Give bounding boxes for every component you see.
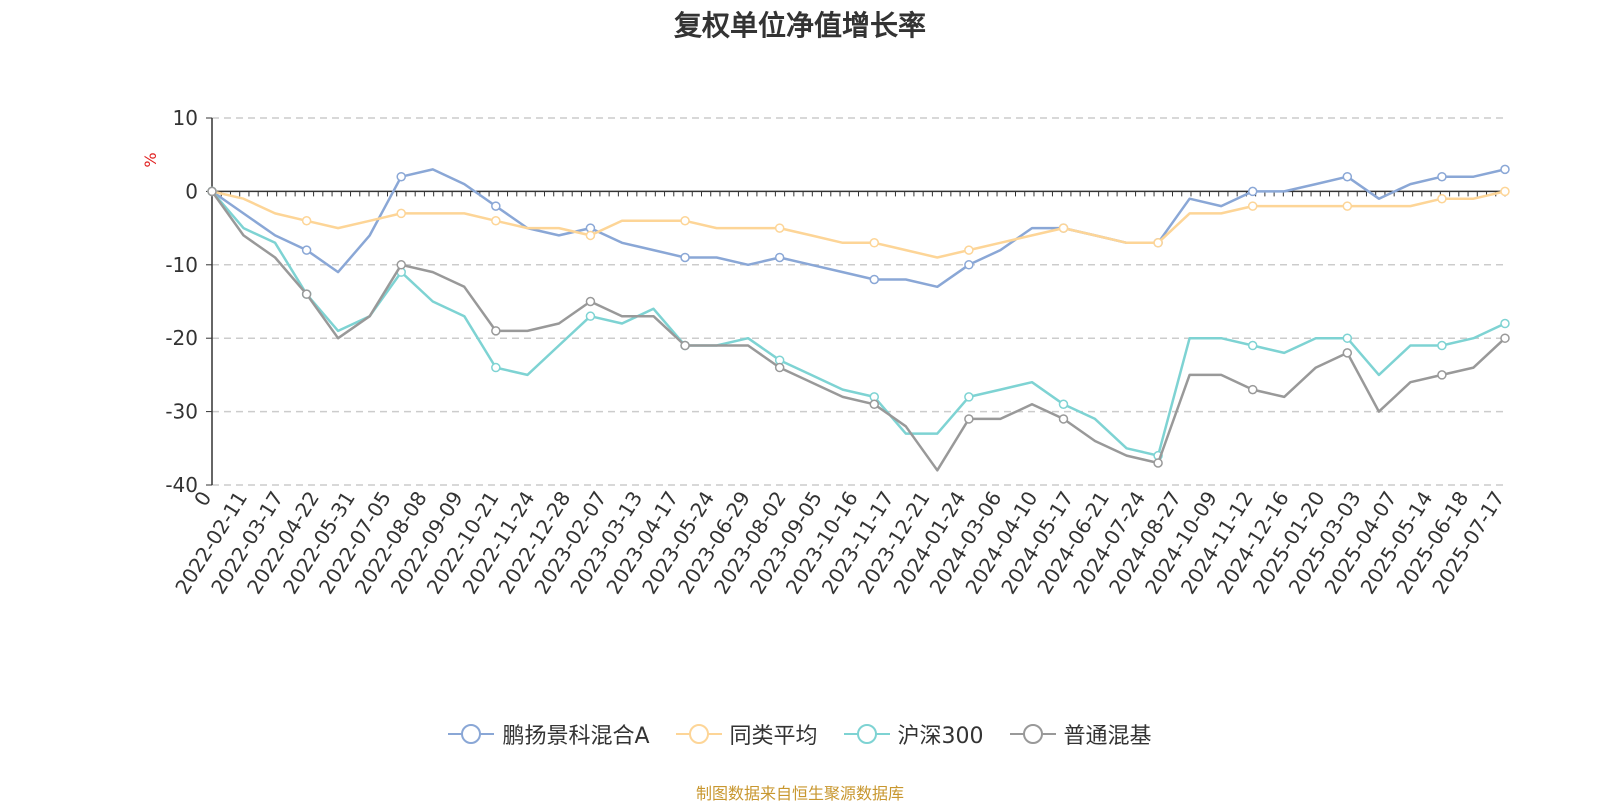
y-tick-label: -40	[165, 473, 198, 497]
legend-marker-icon	[675, 724, 722, 744]
data-point	[869, 238, 880, 248]
data-point	[491, 216, 501, 226]
data-point	[491, 326, 501, 336]
data-point	[301, 245, 312, 255]
chart-title: 复权单位净值增长率	[673, 9, 926, 42]
legend: 鹏扬景科混合A 同类平均 沪深300 普通混基	[0, 718, 1600, 750]
y-tick-label: 10	[173, 106, 198, 130]
data-point	[1247, 186, 1258, 197]
data-point	[1153, 238, 1163, 248]
data-point	[1437, 171, 1447, 182]
legend-marker-icon	[843, 724, 890, 744]
data-point	[396, 171, 406, 182]
legend-label: 鹏扬景科混合A	[502, 724, 650, 749]
legend-marker-icon	[1009, 724, 1056, 744]
data-point	[1437, 340, 1447, 351]
series-line	[211, 190, 1506, 259]
data-point	[1058, 399, 1069, 410]
legend-marker-icon	[448, 724, 495, 744]
legend-item-mixed-fund[interactable]: 普通混基	[1009, 718, 1152, 750]
data-point	[585, 311, 596, 321]
data-point	[964, 245, 974, 255]
series-lines	[207, 164, 1510, 472]
data-point	[774, 252, 785, 263]
data-point	[1342, 201, 1353, 211]
legend-label: 普通混基	[1063, 724, 1152, 749]
y-axis: 10 0 -10 -20 -30 -40	[165, 106, 213, 497]
data-point	[301, 289, 312, 299]
series-line	[211, 190, 1506, 457]
data-point	[1342, 348, 1353, 358]
data-point	[964, 392, 974, 402]
data-point	[964, 414, 974, 424]
data-point	[585, 230, 596, 241]
data-point	[491, 201, 501, 211]
data-point	[869, 399, 880, 410]
data-point	[1500, 164, 1510, 175]
legend-item-csi300[interactable]: 沪深300	[843, 718, 984, 750]
data-point	[1500, 333, 1510, 343]
series-line	[211, 168, 1506, 289]
data-point	[1500, 186, 1510, 197]
data-point	[585, 296, 596, 307]
data-point	[491, 362, 501, 373]
y-tick-label: -20	[165, 326, 198, 350]
data-point	[1437, 193, 1447, 204]
data-point	[1500, 318, 1510, 329]
series-line	[210, 190, 1506, 472]
data-point	[1247, 201, 1258, 211]
y-axis-unit: %	[141, 152, 160, 167]
data-point	[680, 252, 690, 263]
y-tick-label: -10	[165, 253, 198, 277]
data-point	[869, 274, 880, 285]
data-point	[774, 223, 785, 233]
legend-label: 沪深300	[897, 724, 984, 749]
data-point	[964, 260, 974, 270]
grid-lines	[212, 117, 1505, 486]
data-point	[680, 216, 690, 226]
data-point	[396, 208, 406, 219]
data-point	[774, 362, 785, 373]
data-point	[1342, 171, 1353, 182]
y-tick-label: -30	[165, 400, 198, 424]
data-point	[1058, 414, 1069, 424]
data-point	[301, 216, 312, 226]
data-point	[1342, 333, 1353, 343]
data-source-note: 制图数据来自恒生聚源数据库	[695, 784, 904, 803]
data-point	[1247, 340, 1258, 351]
data-point	[1437, 370, 1447, 380]
data-point	[680, 340, 690, 351]
data-point	[207, 186, 217, 197]
legend-label: 同类平均	[729, 724, 818, 749]
y-tick-label: 0	[185, 179, 198, 203]
legend-item-fund[interactable]: 鹏扬景科混合A	[448, 718, 650, 750]
data-point	[396, 260, 406, 270]
legend-item-peer-average[interactable]: 同类平均	[675, 718, 818, 750]
x-tick-label: 0	[189, 487, 216, 511]
data-point	[1247, 384, 1258, 395]
data-point	[1058, 223, 1069, 233]
data-point	[1153, 458, 1163, 468]
